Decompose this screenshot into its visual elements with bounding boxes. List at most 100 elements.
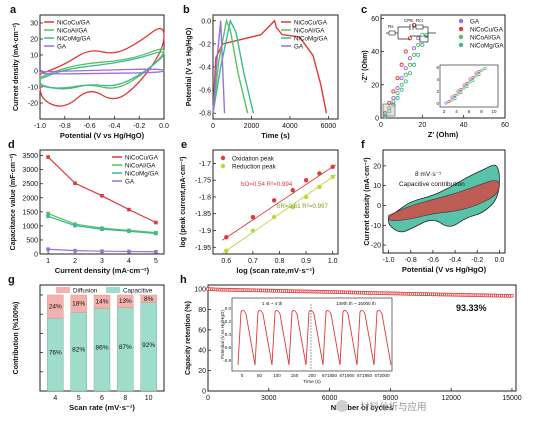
x-tick-label: 0.9 (301, 258, 311, 265)
inset-point (465, 81, 469, 86)
inset-point (474, 74, 478, 78)
data-point (303, 177, 309, 183)
inset-x-tick-label: 4 (455, 109, 458, 114)
x-axis-label: Number of cycles (331, 403, 394, 412)
y-tick-label: -1.95 (195, 245, 211, 252)
y-tick-label: -0.8 (199, 111, 211, 118)
data-point (383, 114, 388, 119)
legend-entry: NiCoCu/GA (294, 20, 328, 27)
y-tick-label: 0 (377, 203, 381, 210)
annotation: 1 st ~ 4 th (262, 301, 283, 306)
data-point (224, 235, 229, 240)
x-tick-label: 0 (379, 122, 383, 129)
x-tick-label: 0.7 (248, 258, 258, 265)
inset-y-tick-label: 6 (436, 65, 439, 70)
data-point (127, 207, 131, 212)
bar-diffusion (47, 294, 64, 319)
legend-marker (220, 163, 226, 169)
x-tick-label: -0.8 (405, 257, 417, 264)
data-point (416, 52, 421, 57)
inset-x-axis-label: Time (s) (303, 379, 321, 385)
y-tick-label: 10 (30, 53, 38, 60)
inset-point (456, 92, 460, 96)
legend-marker (458, 42, 464, 48)
inset-x-tick-label: 671900 (339, 373, 355, 378)
inset-x-tick-label: 10 (491, 109, 497, 114)
inset-point (468, 77, 472, 81)
x-axis-label: Z' (Ohm) (428, 130, 459, 139)
legend-entry: Capacitive (123, 288, 153, 295)
data-point (46, 214, 50, 219)
y-tick-label: -1.85 (195, 211, 211, 218)
y-tick-label: 2000 (22, 195, 38, 202)
y-tick-label: -1.75 (195, 178, 211, 185)
y-axis-label: log (peak current,mA·cm⁻²) (180, 157, 187, 248)
inset-point (474, 71, 478, 75)
inset-y-tick-label: 4 (436, 77, 439, 82)
data-point (250, 214, 256, 220)
x-tick-label: -0.2 (133, 123, 145, 130)
y-tick-label: 0.0 (201, 18, 211, 25)
x-axis-label: log (scan rate,mV·s⁻¹) (236, 266, 315, 275)
x-tick-label: 3 (100, 258, 104, 265)
data-point (407, 36, 412, 41)
data-point (399, 87, 404, 92)
inset-x-tick-label: 100 (273, 373, 281, 378)
data-point (391, 89, 396, 94)
plot-frame (380, 14, 506, 119)
inset-frame (439, 64, 499, 108)
y-axis-label: Current density (mA·cm⁻²) (13, 23, 20, 111)
x-tick-label: 10 (145, 395, 153, 402)
inset-point (471, 78, 475, 83)
data-point (403, 66, 408, 71)
plot-frame (39, 14, 165, 120)
data-point (412, 52, 417, 57)
data-point (271, 198, 277, 203)
data-point (303, 194, 309, 200)
y-tick-label: 60 (198, 327, 206, 334)
y-tick-label: -1.9 (199, 228, 211, 235)
y-tick-label: 0 (34, 69, 38, 76)
inset-point (456, 89, 460, 93)
x-tick-label: 0 (211, 123, 215, 130)
data-point (395, 91, 400, 96)
inset-point (453, 96, 457, 101)
x-tick-label: 4 (127, 258, 131, 265)
data-label: 76% (49, 350, 62, 357)
inset-point (483, 66, 487, 71)
data-point (46, 155, 50, 159)
y-tick-label: 500 (26, 237, 38, 244)
data-label: 14% (95, 299, 108, 306)
data-label: 82% (72, 347, 85, 354)
data-label: 92% (142, 342, 155, 349)
y-tick-label: -10 (371, 223, 381, 230)
x-tick-label: 1.0 (328, 258, 338, 265)
data-point (73, 181, 77, 185)
legend-entry: GA (125, 179, 135, 186)
panel-letter: g (8, 274, 15, 286)
x-axis-label: Time (s) (261, 131, 290, 140)
legend-marker (458, 18, 464, 24)
y-tick-label: 20 (373, 163, 381, 170)
inset-x-tick-label: 672000 (374, 373, 390, 378)
data-point (416, 42, 421, 47)
inset-y-tick-label: -0.2 (223, 319, 231, 324)
x-tick-label: 5 (77, 395, 81, 402)
series-line (39, 68, 165, 75)
data-point (399, 62, 404, 67)
x-axis-label: Current density (mA·cm⁻²) (55, 266, 150, 275)
panel-letter: c (361, 4, 367, 16)
inset-x-tick-label: 0 (241, 373, 244, 378)
x-tick-label: 6000 (322, 395, 338, 402)
inset-x-tick-label: 200 (308, 373, 316, 378)
legend-marker (220, 155, 226, 161)
inset-point (477, 69, 481, 74)
annotation: bR=0.61 R²=0.997 (277, 203, 328, 210)
x-tick-label: -0.4 (108, 123, 120, 130)
y-tick-label: 20 (371, 82, 379, 89)
inset-x-tick-label: 6 (468, 109, 471, 114)
fit-line (222, 174, 336, 255)
panel-letter: e (181, 139, 187, 151)
inset-point (480, 68, 484, 72)
series-line (39, 51, 165, 90)
